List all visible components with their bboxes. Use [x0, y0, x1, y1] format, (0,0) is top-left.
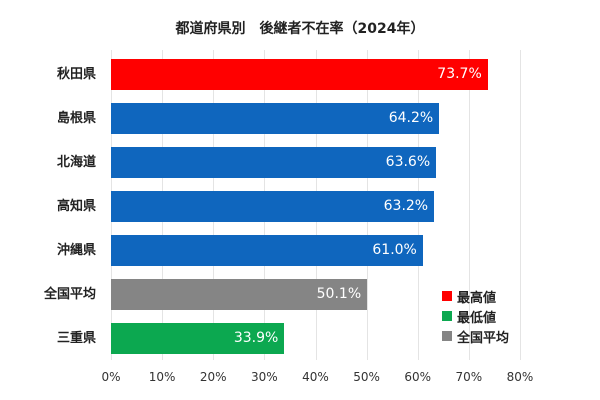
x-tick-label: 60%: [404, 370, 432, 384]
bar-value-label: 73.7%: [437, 66, 482, 82]
category-label: 秋田県: [56, 67, 96, 82]
bar-value-label: 63.6%: [385, 154, 431, 170]
bar: 73.7%: [111, 59, 488, 90]
x-tick-label: 80%: [506, 370, 534, 384]
bar: 63.2%: [111, 191, 435, 222]
bar: 64.2%: [111, 103, 440, 134]
x-tick-label: 40%: [302, 370, 329, 384]
x-tick-label: 10%: [148, 370, 176, 384]
bar-value-label: 61.0%: [372, 242, 417, 258]
chart-title: 都道府県別 後継者不在率（2024年）: [175, 21, 425, 37]
legend: 最高値 最低値 全国平均: [442, 286, 509, 346]
gridline: [520, 50, 521, 360]
legend-item-average: 全国平均: [442, 326, 509, 346]
x-tick-label: 20%: [199, 370, 227, 384]
x-tick-label: 30%: [251, 370, 278, 384]
legend-swatch-gray: [442, 331, 452, 341]
gridline: [468, 50, 470, 360]
x-tick-label: 50%: [353, 370, 380, 384]
bar: 33.9%: [111, 323, 285, 354]
bar-value-label: 33.9%: [233, 330, 279, 346]
bar-value-label: 64.2%: [388, 110, 434, 126]
category-label: 島根県: [56, 111, 96, 126]
legend-item-min: 最低値: [442, 306, 509, 326]
legend-swatch-red: [442, 291, 452, 301]
category-label: 北海道: [56, 155, 96, 170]
bar: 61.0%: [111, 235, 423, 266]
bar-value-label: 50.1%: [316, 286, 362, 302]
category-label: 三重県: [56, 331, 96, 346]
category-label: 高知県: [56, 199, 96, 214]
bar: 63.6%: [111, 147, 437, 178]
plot-area: 73.7% 64.2% 63.6% 63.2% 61.0% 50.1% 33.9%: [111, 50, 531, 362]
legend-item-max: 最高値: [442, 286, 509, 306]
category-label: 全国平均: [43, 287, 96, 302]
bar-value-label: 63.2%: [383, 198, 429, 214]
x-tick-label: 70%: [455, 370, 483, 384]
x-tick-label: 0%: [101, 370, 121, 384]
legend-swatch-green: [442, 311, 452, 321]
bar: 50.1%: [111, 279, 368, 310]
category-label: 沖縄県: [56, 243, 96, 258]
